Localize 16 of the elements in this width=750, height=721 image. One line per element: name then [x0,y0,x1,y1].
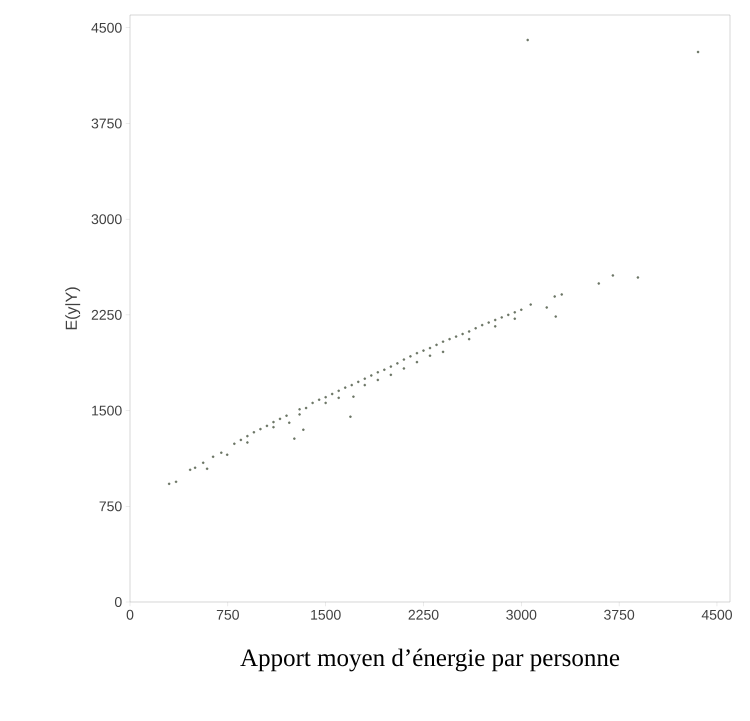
y-tick-label: 4500 [91,22,122,33]
x-tick-label: 4500 [702,610,732,620]
y-tick-label: 3750 [92,118,122,128]
x-tick-label: 0 [126,610,134,620]
x-tick-label: 3000 [506,610,536,620]
x-tick-label: 3750 [604,610,634,620]
x-axis-title: Apport moyen d’énergie par personne [240,648,620,672]
y-tick-label: 2250 [92,310,122,320]
y-tick-label: 1500 [92,406,122,416]
y-tick-label: 750 [100,501,122,512]
x-tick-label: 750 [216,610,239,620]
y-tick-label: 3000 [92,214,122,224]
x-tick-label: 2250 [408,610,439,620]
x-tick-label: 1500 [311,610,341,620]
y-axis-title: E(y|Y) [65,287,80,330]
y-tick-label: 0 [114,597,122,607]
